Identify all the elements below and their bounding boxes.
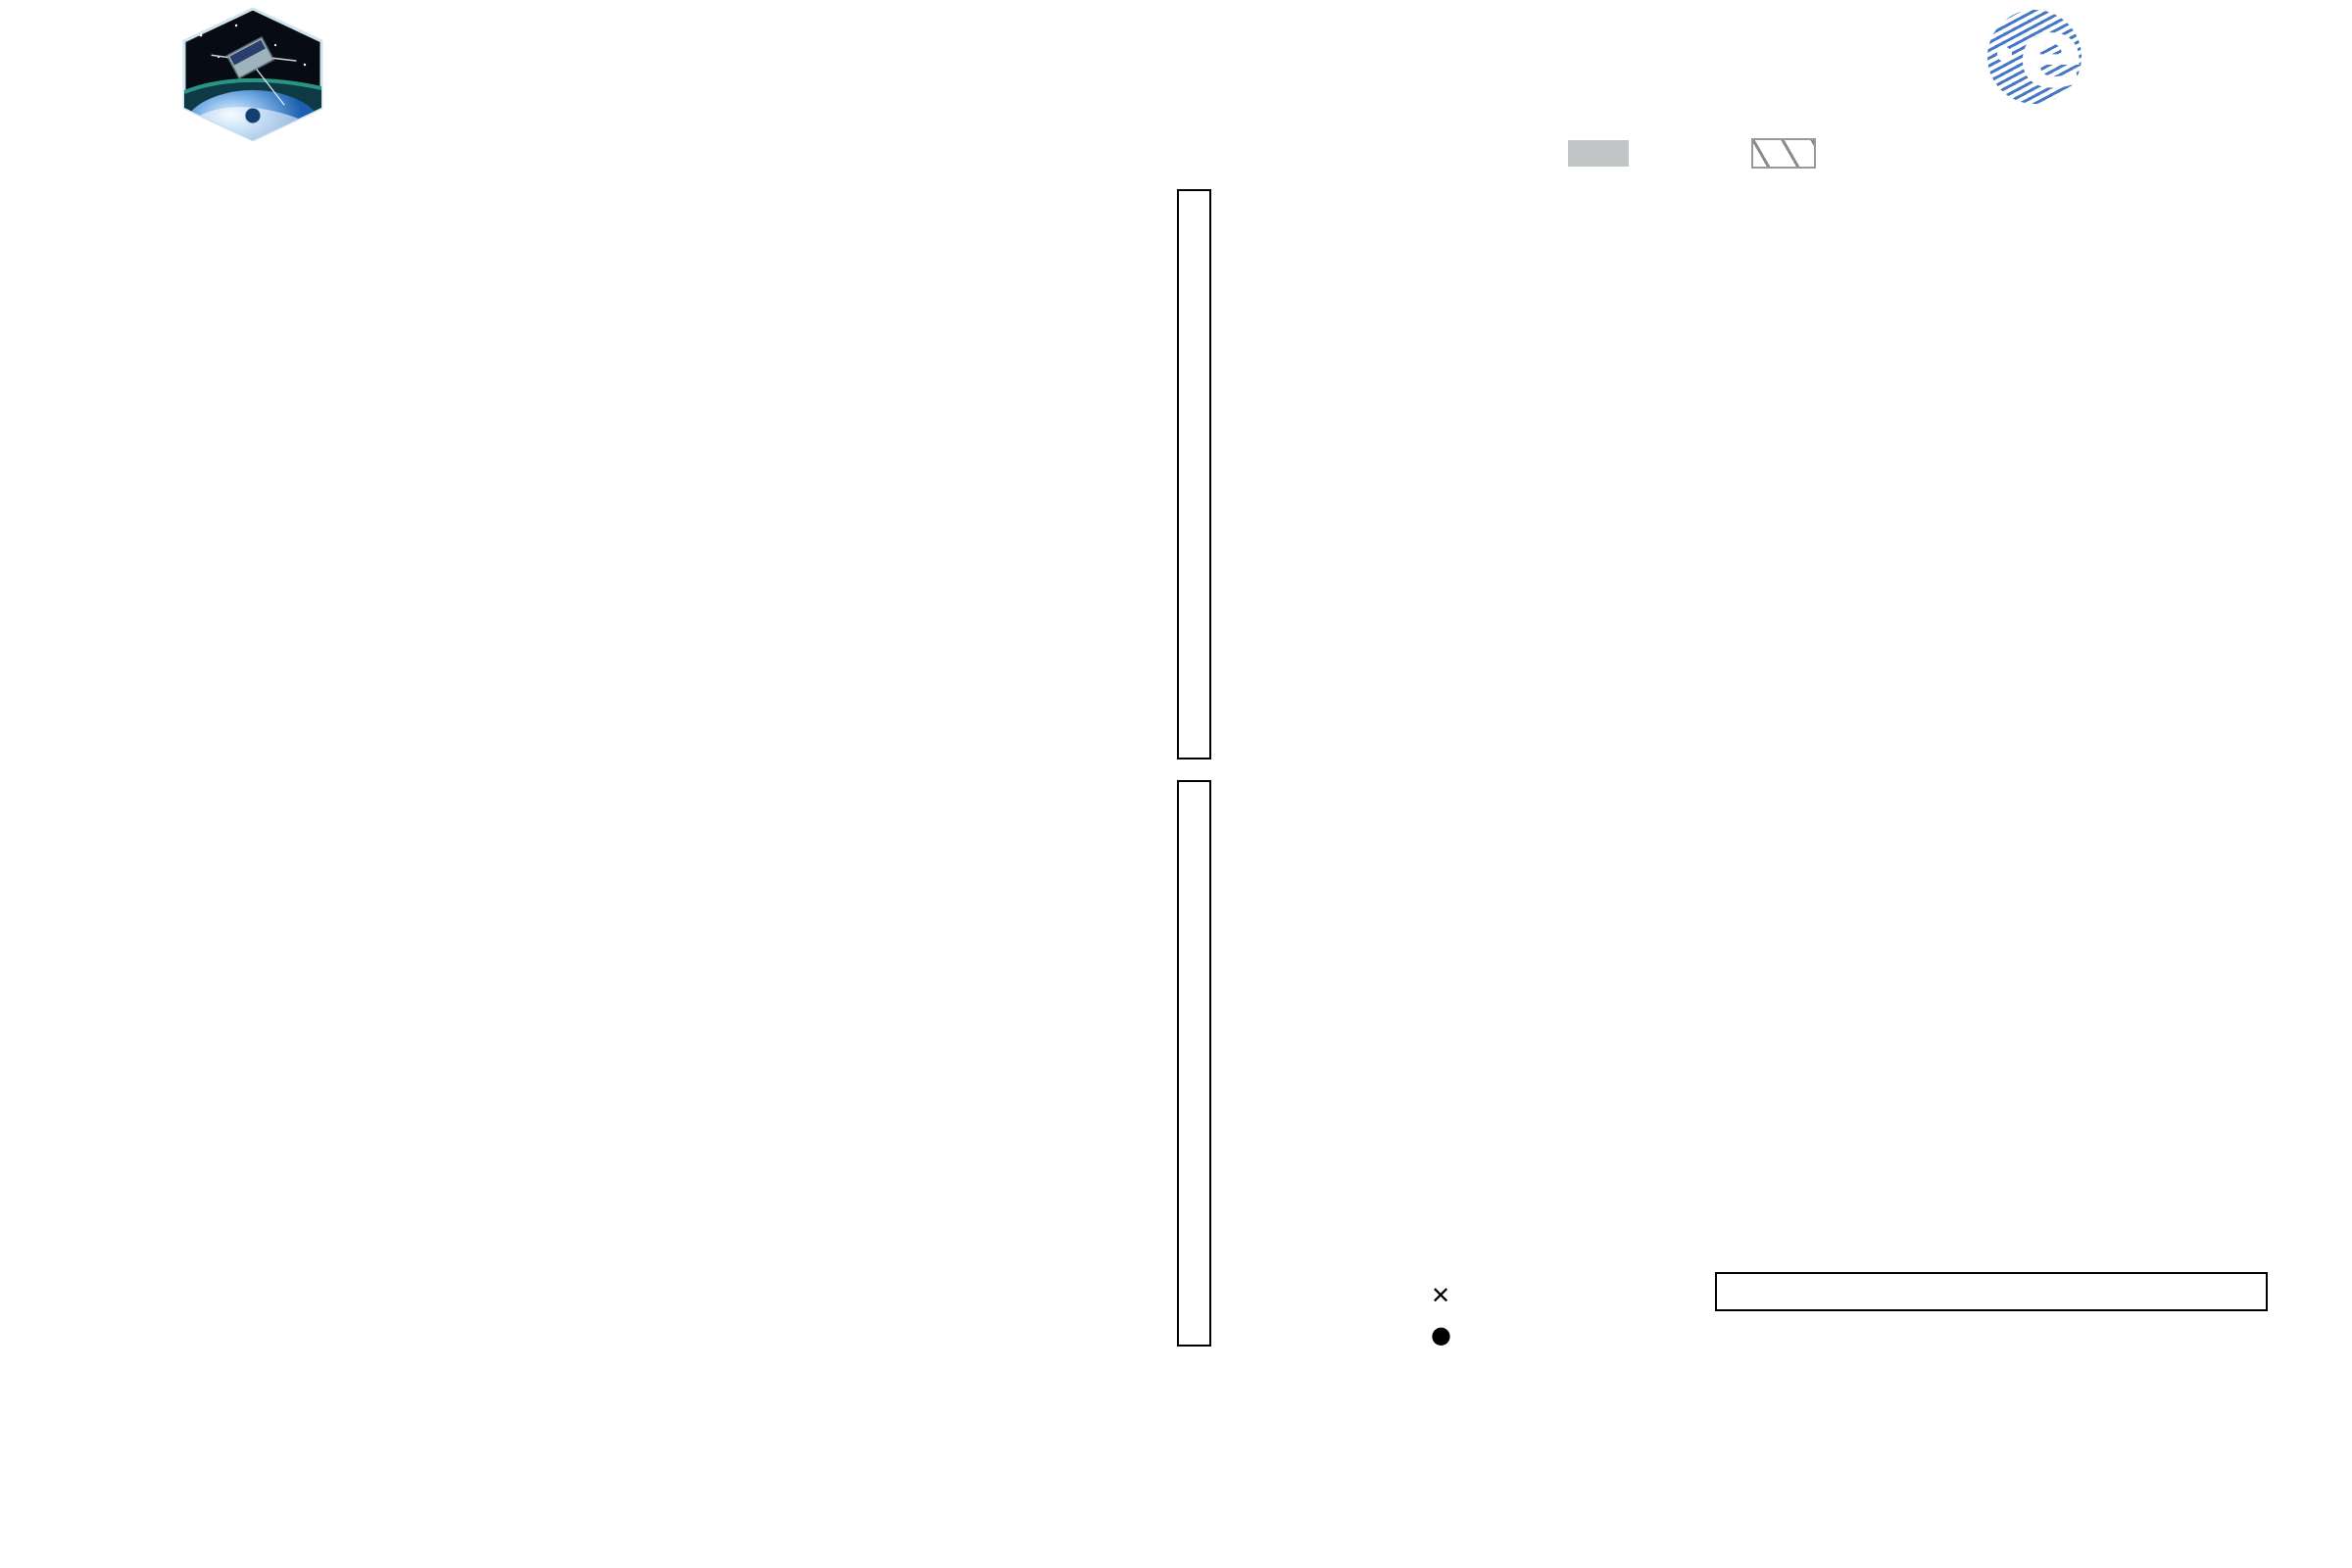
eclipse-legend — [1568, 135, 2352, 174]
pixel-counts-colorbar — [1177, 189, 1211, 760]
axis-intervals-legend: ● — [1431, 1319, 1468, 1349]
x-marker-icon: ✕ — [1431, 1282, 1451, 1309]
dot-marker-icon: ● — [1431, 1321, 1451, 1348]
cassiope-badge-art — [182, 7, 323, 142]
shadow-swatch-icon — [1751, 138, 1817, 169]
altitude-colorbar — [1715, 1272, 2268, 1311]
esa-globe-e: e — [2018, 0, 2084, 110]
esa-logo: e — [1987, 0, 2311, 110]
five-min-legend: ✕ — [1431, 1280, 1467, 1310]
tof-counts-colorbar — [1177, 780, 1211, 1347]
esa-globe-dot — [1997, 47, 2012, 62]
eclipse-swatch-icon — [1568, 140, 1629, 167]
cassiope-badge — [179, 6, 326, 143]
